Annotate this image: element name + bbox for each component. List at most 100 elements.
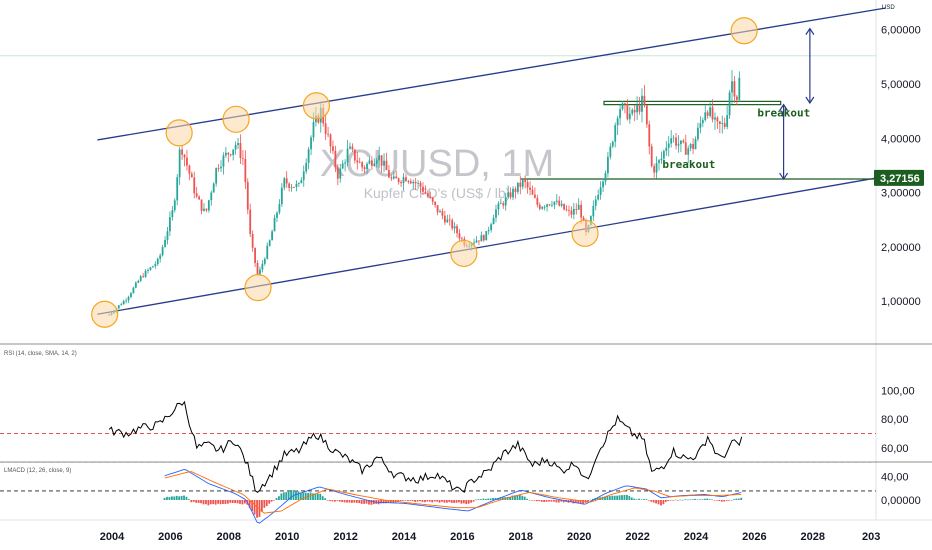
candle-body [738, 77, 741, 100]
macd-histogram-bar [679, 499, 682, 501]
candle-body [422, 186, 424, 192]
price-tick-label: 5,00000 [881, 79, 921, 91]
candle-body [667, 143, 670, 148]
macd-histogram-bar [713, 500, 716, 501]
macd-histogram-bar [662, 500, 665, 505]
macd-histogram-bar [295, 490, 297, 500]
candle-body [127, 296, 130, 301]
highlight-circle [730, 17, 758, 45]
macd-histogram-bar [718, 500, 721, 501]
candle-body [278, 204, 281, 213]
macd-histogram-bar [681, 499, 684, 501]
macd-histogram-bar [426, 500, 429, 502]
candle-body [682, 140, 685, 143]
macd-histogram-bar [202, 500, 205, 505]
candle-body [614, 125, 617, 142]
candle-body [704, 112, 707, 121]
macd-histogram-bar [630, 497, 633, 500]
candle-body [405, 177, 407, 182]
macd-label: LMACD (12, 26, close, 9) [4, 468, 71, 474]
candle-body [548, 204, 551, 206]
candle-body [628, 113, 631, 120]
candle-body [388, 170, 390, 178]
time-tick-label: 2024 [684, 531, 709, 543]
candle-body [697, 127, 699, 140]
macd-histogram-bar [166, 496, 168, 500]
macd-histogram-bar [711, 499, 713, 501]
macd-histogram-bar [239, 500, 241, 504]
candle-body [680, 140, 682, 145]
candle-body [222, 155, 225, 167]
macd-histogram-bar [706, 498, 709, 500]
candle-body [509, 192, 512, 198]
candle-body [495, 209, 497, 218]
macd-histogram-bar [358, 500, 361, 504]
macd-histogram-bar [499, 497, 502, 500]
macd-histogram-bar [596, 497, 599, 500]
last-price-label: 3,27156 [880, 173, 920, 185]
candle-body [589, 216, 592, 226]
macd-histogram-bar [701, 499, 704, 500]
macd-histogram-bar [402, 500, 404, 501]
macd-histogram-bar [200, 500, 202, 504]
time-tick-label: 2004 [100, 531, 125, 543]
signal-line [164, 471, 742, 514]
candle-body [602, 181, 604, 188]
price-tick-label: 2,00000 [881, 242, 921, 254]
macd-histogram-bar [168, 497, 171, 500]
candle-body [665, 147, 668, 152]
macd-histogram-bar [190, 500, 193, 503]
highlight-circle [91, 300, 119, 328]
macd-histogram-bar [487, 498, 490, 500]
candle-body [178, 149, 181, 178]
macd-histogram-bar [409, 500, 412, 501]
candle-body [607, 156, 609, 174]
candle-body [555, 200, 558, 202]
candle-body [558, 200, 561, 206]
candle-body [675, 137, 677, 146]
macd-histogram-bar [302, 492, 305, 500]
macd-histogram-bar [733, 499, 735, 500]
candle-body [546, 204, 548, 207]
candle-body [543, 206, 546, 208]
candle-body [684, 142, 687, 155]
candle-body [220, 166, 222, 169]
macd-histogram-bar [625, 494, 628, 500]
macd-histogram-bar [336, 500, 339, 501]
macd-histogram-bar [231, 500, 234, 504]
macd-histogram-bar [677, 500, 679, 501]
candle-body [288, 183, 291, 188]
candle-body [714, 117, 716, 120]
macd-histogram-bar [258, 500, 261, 518]
price-tick-label: 3,00000 [881, 188, 921, 200]
candle-body [234, 145, 237, 150]
currency-label: USD [882, 5, 895, 11]
price-pane: breakout breakout 3,27156 [0, 7, 924, 328]
candle-body [256, 262, 259, 275]
candle-body [273, 217, 276, 232]
macd-histogram-bar [343, 500, 346, 503]
measure-arrow-head-top [805, 27, 815, 35]
macd-histogram-bar [209, 500, 212, 505]
macd-histogram-bar [309, 492, 312, 500]
macd-histogram-bar [684, 499, 687, 500]
macd-histogram-bar [260, 500, 263, 512]
candle-body [392, 176, 395, 179]
candle-body [553, 201, 556, 205]
macd-histogram-bar [672, 500, 675, 501]
candle-body [361, 162, 364, 168]
macd-histogram-bar [319, 493, 322, 500]
macd-histogram-bar [370, 500, 373, 505]
macd-histogram-bar [275, 498, 278, 500]
candle-body [417, 182, 420, 184]
candle-body [461, 238, 463, 240]
macd-histogram-bar [674, 499, 677, 501]
macd-histogram-bar [326, 500, 329, 501]
candle-body [164, 239, 166, 248]
macd-histogram-bar [448, 500, 451, 503]
candle-body [144, 270, 147, 277]
candle-body [280, 187, 283, 205]
candle-body [151, 266, 154, 268]
candle-body [390, 177, 393, 179]
macd-histogram-bar [657, 500, 660, 505]
